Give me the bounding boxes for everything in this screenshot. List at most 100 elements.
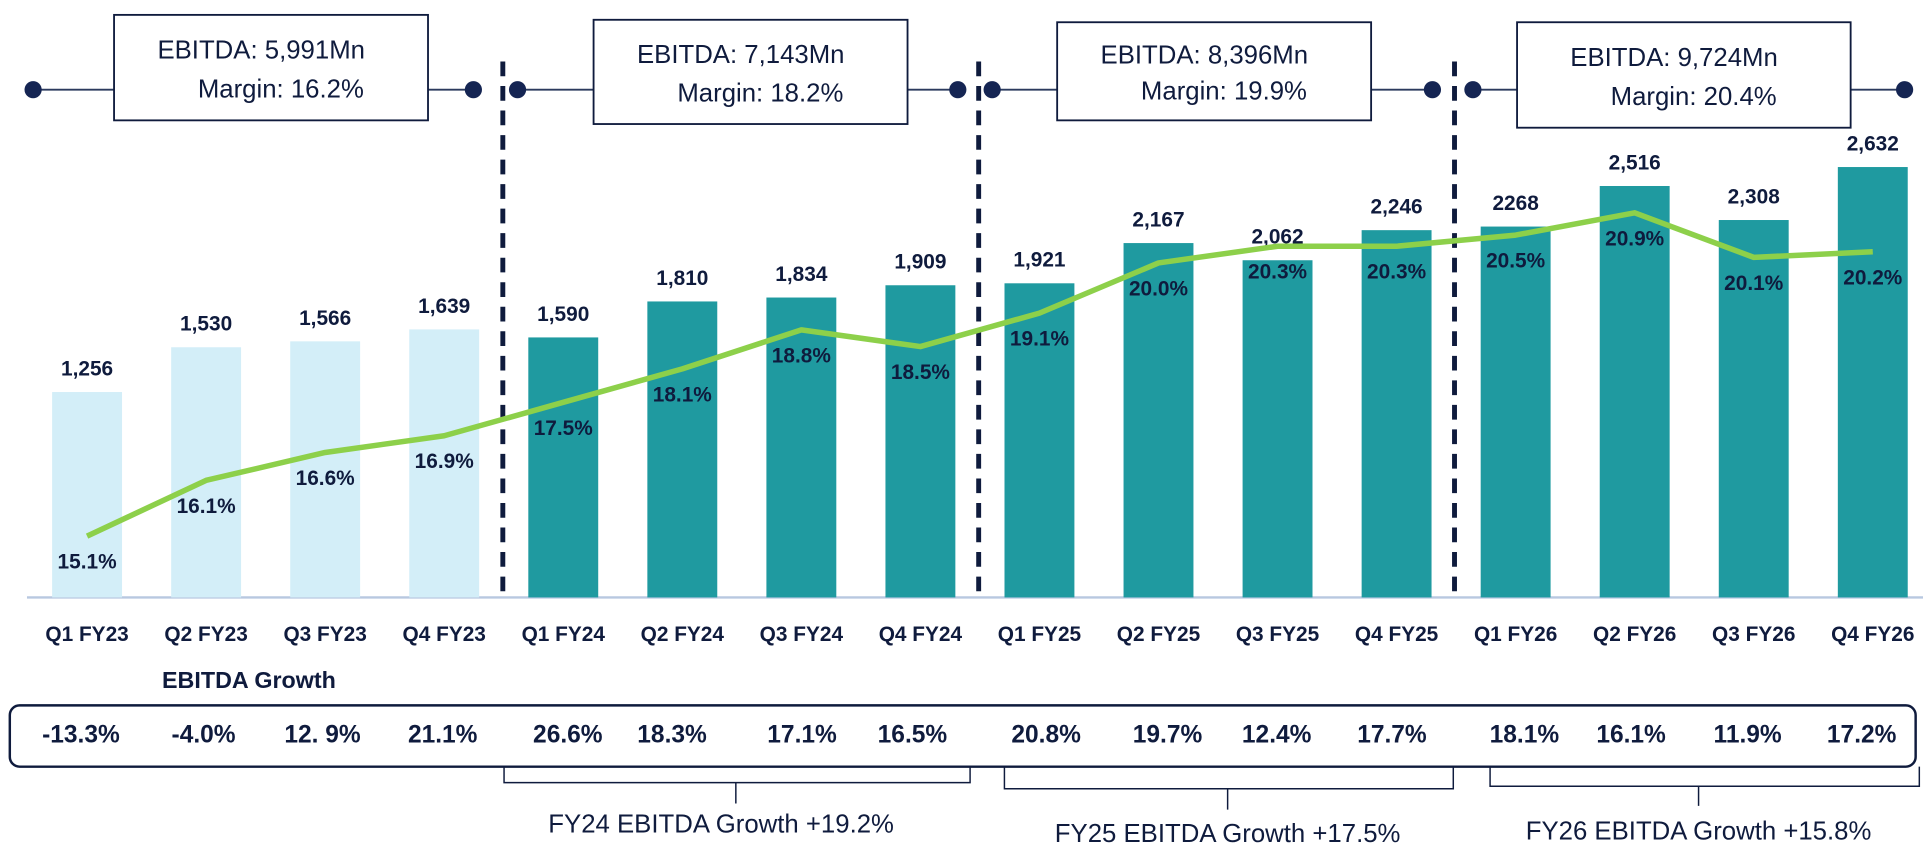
bar-value-label: 2,632: [1847, 132, 1899, 155]
growth-value: 17.2%: [1827, 721, 1897, 748]
dot: [949, 81, 967, 99]
line-value-label: 17.5%: [534, 417, 593, 440]
growth-value: 18.1%: [1490, 721, 1560, 748]
bar: [1242, 260, 1313, 598]
brace: [1003, 766, 1455, 810]
x-tick-label: Q2 FY23: [164, 623, 247, 646]
year-margin: Margin: 19.9%: [1141, 78, 1307, 106]
year-ebitda: EBITDA: 8,396Mn: [1101, 41, 1309, 69]
bar: [1837, 167, 1908, 598]
growth-value: 18.3%: [637, 721, 707, 748]
bar-value-label: 2,516: [1609, 151, 1661, 174]
line-value-label: 20.9%: [1605, 227, 1664, 250]
line-value-label: 20.1%: [1724, 272, 1783, 295]
dot: [1896, 81, 1914, 99]
brace: [1489, 766, 1921, 806]
year-box: [1056, 21, 1373, 122]
bar: [1361, 230, 1432, 598]
line-value-label: 16.9%: [415, 450, 474, 473]
line-value-label: 16.6%: [296, 467, 355, 490]
bar: [1004, 283, 1075, 598]
bar: [885, 285, 956, 598]
bar-value-label: 1,921: [1013, 249, 1065, 272]
bar: [1480, 226, 1551, 598]
growth-value: 26.6%: [533, 721, 603, 748]
growth-value: 12. 9%: [284, 721, 361, 748]
bar: [766, 297, 837, 598]
bar-value-label: 2,167: [1132, 208, 1184, 231]
bar-value-label: 2,308: [1728, 185, 1780, 208]
bar-value-label: 1,590: [537, 303, 589, 326]
year-box: [1516, 21, 1852, 129]
bar-value-label: 1,530: [180, 313, 232, 336]
x-tick-label: Q1 FY24: [522, 623, 606, 646]
line-value-label: 20.2%: [1843, 266, 1902, 289]
growth-value: 12.4%: [1242, 721, 1312, 748]
line-value-label: 18.8%: [772, 344, 831, 367]
year-box: [113, 13, 429, 122]
x-tick-label: Q3 FY25: [1236, 623, 1319, 646]
growth-value: 21.1%: [408, 721, 478, 748]
year-ebitda: EBITDA: 7,143Mn: [637, 41, 845, 69]
year-ebitda: EBITDA: 9,724Mn: [1570, 44, 1778, 72]
line-value-label: 20.3%: [1248, 261, 1307, 284]
year-ebitda: EBITDA: 5,991Mn: [157, 37, 365, 65]
x-tick-label: Q2 FY25: [1117, 623, 1200, 646]
bar: [647, 301, 718, 598]
line-value-label: 20.0%: [1129, 277, 1188, 300]
line-value-label: 19.1%: [1010, 328, 1069, 351]
bar-value-label: 1,834: [775, 263, 828, 286]
bar: [528, 337, 599, 598]
year-margin: Margin: 20.4%: [1611, 83, 1777, 111]
line-value-label: 18.1%: [653, 383, 712, 406]
dot: [508, 81, 527, 99]
bar: [1718, 220, 1789, 598]
bar: [1123, 243, 1194, 598]
dot: [1423, 81, 1442, 99]
bar-value-label: 1,566: [299, 307, 351, 330]
dot: [24, 81, 42, 99]
bar-value-label: 1,639: [418, 295, 470, 318]
line-value-label: 18.5%: [891, 361, 950, 384]
growth-value: 11.9%: [1714, 721, 1782, 748]
bar-value-label: 2268: [1492, 192, 1538, 215]
bar: [409, 329, 480, 598]
x-tick-label: Q4 FY26: [1831, 623, 1914, 646]
growth-value: 16.5%: [878, 721, 948, 748]
bar-value-label: 1,810: [656, 267, 708, 290]
bar-value-label: 2,062: [1251, 226, 1303, 249]
braces: [503, 766, 1921, 810]
brace: [503, 766, 971, 804]
growth-value: 16.1%: [1596, 721, 1666, 748]
x-tick-label: Q3 FY26: [1712, 623, 1795, 646]
fy-growth: FY26 EBITDA Growth +15.8%: [1526, 818, 1872, 846]
line-value-label: 20.5%: [1486, 250, 1545, 273]
growth-title: EBITDA Growth: [162, 667, 336, 693]
x-tick-label: Q2 FY24: [641, 623, 725, 646]
growth-value: -13.3%: [42, 721, 120, 748]
dot: [983, 81, 1001, 99]
growth-box: [8, 704, 1917, 768]
x-tick-label: Q3 FY23: [283, 623, 366, 646]
dot: [464, 81, 482, 99]
year-margin: Margin: 18.2%: [677, 80, 843, 108]
bar: [52, 392, 123, 598]
dot: [1464, 81, 1482, 99]
growth-value: 19.7%: [1133, 721, 1203, 748]
growth-value: 17.7%: [1357, 721, 1427, 748]
x-tick-label: Q4 FY24: [879, 623, 963, 646]
x-tick-label: Q1 FY23: [45, 623, 128, 646]
bar-value-label: 1,909: [894, 251, 946, 274]
x-tick-label: Q2 FY26: [1593, 623, 1676, 646]
bar-value-label: 1,256: [61, 357, 113, 380]
year-margin: Margin: 16.2%: [198, 76, 364, 104]
bar-value-label: 2,246: [1371, 196, 1423, 219]
line-value-label: 20.3%: [1367, 261, 1426, 284]
growth-value: 20.8%: [1011, 721, 1081, 748]
fy-growth: FY25 EBITDA Growth +17.5%: [1055, 820, 1401, 848]
line-value-label: 16.1%: [177, 495, 236, 518]
bar: [290, 341, 361, 598]
margin-line: [85, 210, 1873, 539]
fy-growth: FY24 EBITDA Growth +19.2%: [548, 810, 894, 838]
